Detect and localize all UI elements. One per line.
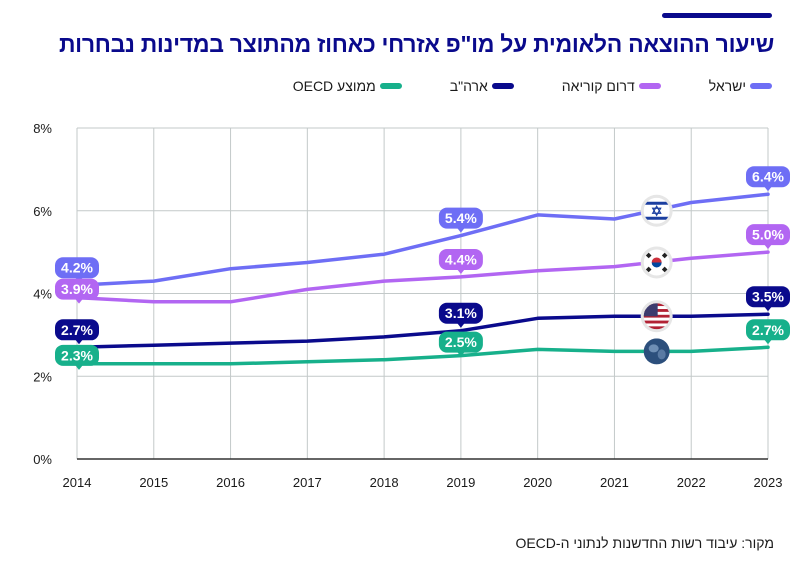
data-label-south-korea-2023: 5.0% <box>746 224 790 250</box>
svg-text:4.2%: 4.2% <box>61 260 93 276</box>
legend-item-oecd: ממוצע OECD <box>293 78 402 94</box>
legend: ישראל דרום קוריאה ארה"ב ממוצע OECD <box>293 78 772 94</box>
x-tick-label: 2018 <box>370 475 399 490</box>
svg-text:4.4%: 4.4% <box>445 251 477 267</box>
data-label-israel-2014: 4.2% <box>55 257 99 283</box>
x-tick-label: 2021 <box>600 475 629 490</box>
svg-text:5.0%: 5.0% <box>752 227 784 243</box>
x-tick-label: 2016 <box>216 475 245 490</box>
chart-title: שיעור ההוצאה הלאומית על מו"פ אזרחי כאחוז… <box>58 31 774 57</box>
legend-swatch-oecd <box>379 83 402 89</box>
usa-flag-icon <box>640 300 673 333</box>
data-label-oecd-2014: 2.3% <box>55 344 99 370</box>
data-label-usa-2019: 3.1% <box>438 302 483 328</box>
y-tick-label: 2% <box>33 369 52 384</box>
data-label-usa-2023: 3.5% <box>746 286 790 312</box>
legend-item-israel: ישראל <box>709 78 772 94</box>
svg-text:2.3%: 2.3% <box>61 347 93 363</box>
svg-text:3.1%: 3.1% <box>445 305 477 321</box>
legend-swatch-south-korea <box>638 83 661 89</box>
svg-text:3.5%: 3.5% <box>752 289 784 305</box>
svg-text:3.9%: 3.9% <box>61 281 93 297</box>
y-tick-label: 4% <box>33 287 52 302</box>
israel-flag-icon <box>640 194 673 227</box>
x-tick-label: 2022 <box>677 475 706 490</box>
data-label-usa-2014: 2.7% <box>55 319 99 345</box>
legend-swatch-israel <box>750 83 772 89</box>
x-tick-label: 2019 <box>446 475 475 490</box>
legend-item-south-korea: דרום קוריאה <box>562 78 661 94</box>
source-note: מקור: עיבוד רשות החדשנות לנתוני ה-OECD <box>515 535 774 551</box>
y-tick-label: 0% <box>33 452 52 467</box>
x-tick-label: 2015 <box>139 475 168 490</box>
x-tick-label: 2014 <box>63 475 92 490</box>
south-korea-flag-icon <box>640 246 673 279</box>
svg-text:2.7%: 2.7% <box>61 322 93 338</box>
y-tick-label: 8% <box>33 121 52 136</box>
y-tick-label: 6% <box>33 204 52 219</box>
legend-label-oecd: ממוצע OECD <box>292 78 376 94</box>
data-label-south-korea-2014: 3.9% <box>55 278 99 304</box>
svg-text:6.4%: 6.4% <box>752 169 784 185</box>
data-label-israel-2019: 5.4% <box>438 207 483 233</box>
x-tick-label: 2017 <box>293 475 322 490</box>
legend-label-south-korea: דרום קוריאה <box>561 78 635 94</box>
data-label-israel-2023: 6.4% <box>746 166 790 192</box>
data-label-oecd-2019: 2.5% <box>438 331 483 357</box>
data-label-south-korea-2019: 4.4% <box>438 248 483 274</box>
legend-item-usa: ארה"ב <box>450 78 514 94</box>
globe-icon <box>643 338 670 365</box>
legend-label-israel: ישראל <box>708 78 746 94</box>
data-label-oecd-2023: 2.7% <box>746 319 790 345</box>
header-accent-bar <box>662 13 772 18</box>
svg-text:5.4%: 5.4% <box>445 210 477 226</box>
svg-text:2.7%: 2.7% <box>752 322 784 338</box>
x-tick-label: 2020 <box>523 475 552 490</box>
legend-swatch-usa <box>491 83 514 89</box>
svg-text:2.5%: 2.5% <box>445 334 477 350</box>
legend-label-usa: ארה"ב <box>449 78 488 94</box>
x-tick-label: 2023 <box>754 475 783 490</box>
